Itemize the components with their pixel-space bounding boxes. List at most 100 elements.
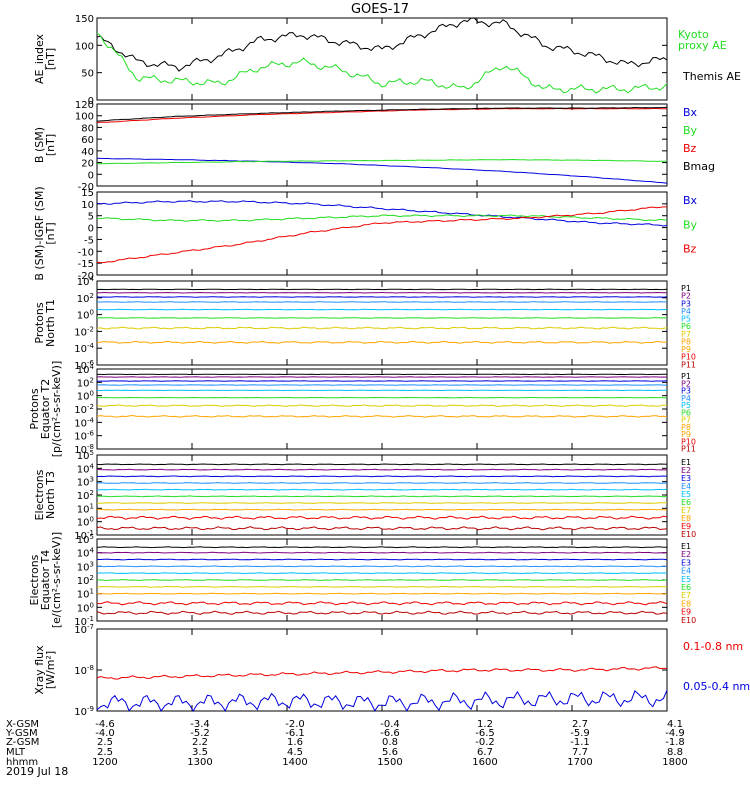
legend-entry: By xyxy=(683,218,698,231)
ephemeris-value: -6.5 xyxy=(475,728,495,739)
legend-entry: E2 xyxy=(681,550,691,559)
y-axis-label: Electrons xyxy=(28,554,41,605)
ephemeris-value: 1500 xyxy=(377,757,402,768)
legend-entry: E1 xyxy=(681,458,691,467)
legend-entry: E5 xyxy=(681,490,691,499)
y-tick-label: 10-7 xyxy=(74,623,94,636)
y-tick-label: -20 xyxy=(78,182,94,193)
series-line-0-05-0-4-nm xyxy=(96,689,668,712)
y-tick-label: 100 xyxy=(77,309,94,322)
legend-entry: P6 xyxy=(681,408,691,417)
ephemeris-value: -6.6 xyxy=(380,728,400,739)
panel-frame xyxy=(96,454,668,536)
legend-entry: E1 xyxy=(681,542,691,551)
y-tick-label: 10-4 xyxy=(74,342,94,355)
ephemeris-row-label: hhmm xyxy=(6,757,38,768)
legend-entry: E8 xyxy=(681,514,691,523)
y-tick-label: 10 xyxy=(81,200,94,211)
legend-entry: E4 xyxy=(681,482,691,491)
legend-entry: P7 xyxy=(681,416,691,425)
series-line-e7 xyxy=(96,502,668,504)
ephemeris-value: -6.1 xyxy=(285,728,305,739)
panel-frame xyxy=(96,17,668,101)
ephemeris-value: -1.8 xyxy=(665,737,685,748)
y-tick-label: 100 xyxy=(77,601,94,614)
y-tick-label: 60 xyxy=(81,135,94,146)
series-line-bz xyxy=(96,107,668,124)
ephemeris-value: 2.5 xyxy=(97,747,113,758)
series-line-e5 xyxy=(96,572,668,575)
series-line-e8 xyxy=(96,508,668,511)
ephemeris-value: -4.9 xyxy=(665,728,685,739)
series-line-e4 xyxy=(96,565,668,568)
ephemeris-value: 1200 xyxy=(92,757,117,768)
ephemeris-value: -4.0 xyxy=(95,728,115,739)
plot-title: GOES-17 xyxy=(351,2,409,17)
y-axis-label: [nT] xyxy=(44,134,57,156)
legend-entry: P10 xyxy=(681,353,696,362)
series-line-bz xyxy=(96,206,667,264)
date-label: 2019 Jul 18 xyxy=(6,765,68,778)
y-tick-label: 15 xyxy=(81,188,94,199)
ephemeris-value: 2.5 xyxy=(97,737,113,748)
series-line-p6 xyxy=(96,317,668,319)
y-axis-label: B (SM)-IGRF (SM) xyxy=(33,186,46,280)
series-line-by xyxy=(97,158,668,165)
ephemeris-value: 4.1 xyxy=(667,719,683,730)
series-line-e6 xyxy=(96,495,668,498)
y-tick-label: 10-9 xyxy=(74,705,94,718)
y-tick-label: 5 xyxy=(88,212,94,223)
series-line-e5 xyxy=(96,488,668,491)
ephemeris-value: -5.2 xyxy=(190,728,210,739)
y-axis-label: North T1 xyxy=(44,299,57,347)
legend-entry: E6 xyxy=(681,583,691,592)
y-tick-label: 105 xyxy=(77,449,94,462)
legend-entry: P4 xyxy=(681,394,691,403)
series-line-e9 xyxy=(96,515,668,520)
legend-entry: E2 xyxy=(681,466,691,475)
y-tick-label: 0 xyxy=(88,96,94,107)
ephemeris-value: -0.2 xyxy=(475,737,495,748)
y-tick-label: 102 xyxy=(77,489,94,502)
y-tick-label: 10-6 xyxy=(74,359,94,372)
y-tick-label: 10-2 xyxy=(74,403,94,416)
legend-entry: E10 xyxy=(681,530,696,539)
series-line-e3 xyxy=(96,475,668,478)
series-line-e8 xyxy=(96,592,668,595)
series-line-bx xyxy=(96,200,668,227)
ephemeris-value: 1700 xyxy=(567,757,592,768)
legend-entry: E7 xyxy=(681,506,691,515)
series-line-p5 xyxy=(96,308,668,311)
y-tick-label: 103 xyxy=(77,560,94,573)
legend-entry: P3 xyxy=(681,387,691,396)
ephemeris-value: 4.5 xyxy=(287,747,303,758)
legend-entry: E4 xyxy=(681,567,691,576)
series-line-p3 xyxy=(96,296,668,298)
legend-entry: P5 xyxy=(681,315,691,324)
y-tick-label: 50 xyxy=(81,69,94,80)
panel-frame xyxy=(96,191,668,276)
y-axis-label: Protons xyxy=(33,302,46,343)
y-tick-label: 10-8 xyxy=(74,443,94,456)
y-axis-label: [e/(cm²-s-sr-keV)] xyxy=(50,532,63,628)
legend-entry: Bmag xyxy=(683,160,715,173)
ephemeris-value: 1.2 xyxy=(477,719,493,730)
series-line-p8 xyxy=(96,414,668,418)
y-tick-label: 80 xyxy=(81,123,94,134)
y-tick-label: -15 xyxy=(78,259,94,270)
ephemeris-value: -0.4 xyxy=(380,719,400,730)
legend-entry: Kyoto xyxy=(678,28,709,41)
ephemeris-value: -2.0 xyxy=(285,719,305,730)
y-axis-label: [nT] xyxy=(44,222,57,244)
ephemeris-value: 0.8 xyxy=(382,737,398,748)
y-axis-label: Electrons xyxy=(33,469,46,520)
legend-entry: P11 xyxy=(681,445,696,454)
ephemeris-value: -3.4 xyxy=(190,719,210,730)
y-tick-label: 10-1 xyxy=(74,529,94,542)
legend-entry: P5 xyxy=(681,401,691,410)
series-line-e2 xyxy=(96,468,668,471)
series-line-p2 xyxy=(96,291,668,294)
y-tick-label: 104 xyxy=(77,363,95,376)
y-tick-label: -20 xyxy=(78,271,94,282)
